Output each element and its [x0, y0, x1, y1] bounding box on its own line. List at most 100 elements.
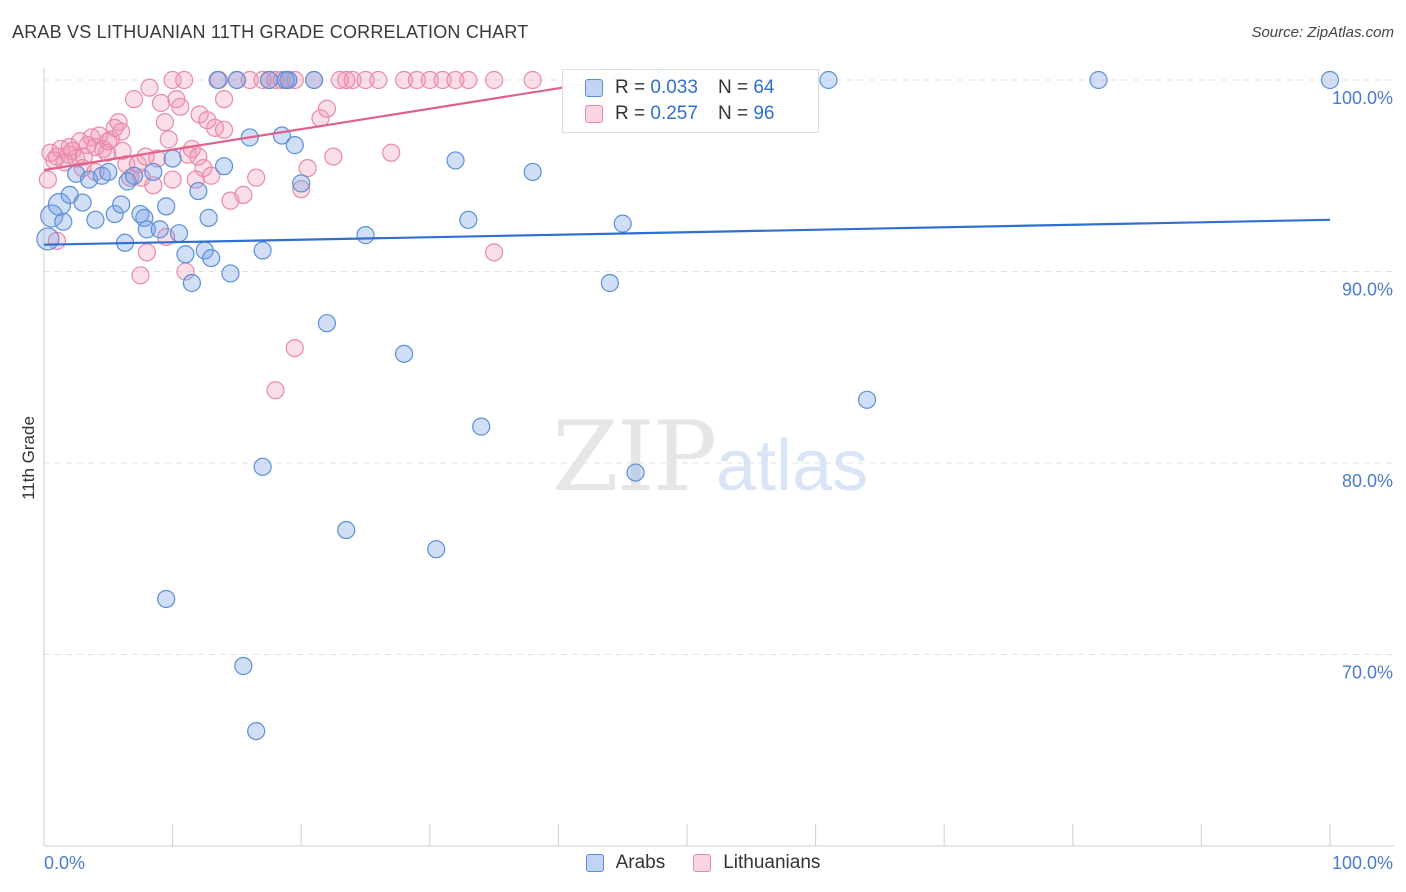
- arab-point: [253, 241, 272, 260]
- arab-point: [819, 70, 838, 90]
- lithuanian-point: [194, 158, 213, 178]
- lithuanian-point: [155, 113, 174, 132]
- lithuanian-point: [446, 70, 465, 90]
- lithuanian-point: [90, 126, 109, 145]
- bottom-legend-lithuanians[interactable]: Lithuanians: [693, 852, 820, 874]
- arab-point: [214, 157, 234, 176]
- arab-point: [234, 656, 253, 676]
- lithuanian-point: [140, 78, 159, 97]
- arab-point: [163, 149, 182, 168]
- lithuanian-point: [124, 90, 144, 109]
- lithuanian-point: [330, 70, 349, 90]
- y-tick-label: 100.0%: [1332, 88, 1393, 108]
- axes: [43, 68, 1394, 847]
- legend-n-label: N =: [717, 103, 749, 124]
- arab-point: [86, 210, 105, 229]
- lithuanian-point: [247, 168, 266, 187]
- legend-r-label: R =: [615, 103, 646, 124]
- lithuanian-point: [97, 143, 117, 162]
- arab-point: [40, 204, 64, 228]
- lithuanian-point: [285, 339, 304, 358]
- lithuanian-point: [214, 90, 234, 109]
- arab-point: [157, 197, 176, 216]
- arab-point: [54, 212, 73, 231]
- lithuanian-point: [163, 170, 182, 189]
- arab-point: [144, 162, 163, 182]
- x-tick-labels: 0.0% 100.0%: [44, 853, 1393, 873]
- arab-point: [317, 314, 337, 333]
- legend-swatch-blue: [585, 79, 603, 97]
- arab-point: [394, 344, 414, 363]
- arab-point: [99, 162, 118, 182]
- y-tick-label: 80.0%: [1342, 471, 1393, 491]
- arab-point: [137, 220, 156, 239]
- arab-point: [150, 220, 169, 239]
- legend-r-value: 0.257: [650, 103, 698, 124]
- arab-point: [105, 204, 124, 224]
- arab-point: [199, 208, 218, 227]
- legend-n-label: N =: [717, 77, 749, 98]
- legend-n-value: 96: [753, 103, 775, 124]
- arab-point: [247, 721, 266, 741]
- arab-point: [459, 210, 478, 229]
- arab-point: [472, 417, 491, 436]
- lithuanian-point: [337, 70, 356, 90]
- bottom-legend-arabs[interactable]: Arabs: [585, 852, 666, 874]
- arab-point: [47, 192, 72, 217]
- watermark-atlas: atlas: [716, 426, 868, 506]
- arab-point: [613, 214, 632, 233]
- lithuanian-point: [369, 70, 388, 90]
- source-label: Source: ZipAtlas.com: [1251, 24, 1394, 41]
- arab-point: [112, 195, 131, 214]
- lithuanian-point: [292, 180, 311, 199]
- lithuanian-point: [205, 118, 225, 137]
- arab-point: [176, 245, 195, 264]
- x-tick-label: 100.0%: [1332, 853, 1393, 873]
- arab-point: [182, 273, 201, 293]
- arab-point: [124, 166, 144, 185]
- lithuanian-point: [113, 141, 132, 160]
- lithuanian-point: [266, 70, 285, 90]
- lithuanian-point: [240, 70, 259, 90]
- lithuanian-point: [420, 70, 439, 90]
- legend-row-arabs: R = 0.033 N = 64: [585, 76, 774, 100]
- arab-point: [169, 224, 189, 243]
- lithuanian-point: [175, 70, 194, 90]
- lithuanians-swatch: [693, 854, 712, 872]
- x-tick-label: 0.0%: [44, 853, 85, 873]
- arab-point: [227, 70, 246, 90]
- lithuanian-point: [407, 70, 427, 90]
- arab-point: [189, 181, 208, 201]
- watermark-zip: ZIP: [552, 401, 715, 513]
- arab-point: [276, 70, 295, 90]
- arab-point: [73, 193, 92, 212]
- arab-point: [337, 520, 356, 540]
- y-tick-label: 90.0%: [1342, 280, 1393, 300]
- lithuanian-point: [189, 147, 208, 166]
- arabs-label: Arabs: [615, 852, 666, 873]
- lithuanian-point: [214, 120, 234, 139]
- lithuanian-point: [101, 130, 120, 149]
- arab-point: [857, 390, 877, 409]
- lithuanian-point: [137, 243, 156, 262]
- lithuanians-points: [38, 70, 632, 400]
- watermark: ZIP atlas: [552, 401, 868, 513]
- legend-swatch-pink: [585, 105, 603, 123]
- arab-point: [253, 457, 272, 476]
- arab-point: [202, 248, 221, 268]
- grid-lines: [44, 79, 1394, 655]
- lithuanian-point: [324, 147, 343, 166]
- y-axis-label: 11th Grade: [19, 416, 38, 500]
- lithuanian-point: [38, 170, 57, 189]
- lithuanian-point: [198, 111, 217, 130]
- lithuanian-point: [112, 122, 131, 141]
- lithuanian-point: [159, 130, 178, 149]
- lithuanian-point: [356, 70, 375, 90]
- arab-point: [523, 162, 542, 182]
- arab-point: [285, 136, 304, 155]
- lithuanian-point: [272, 70, 292, 90]
- lithuanian-point: [523, 70, 542, 90]
- arab-point: [304, 70, 324, 90]
- lithuanian-point: [394, 70, 414, 90]
